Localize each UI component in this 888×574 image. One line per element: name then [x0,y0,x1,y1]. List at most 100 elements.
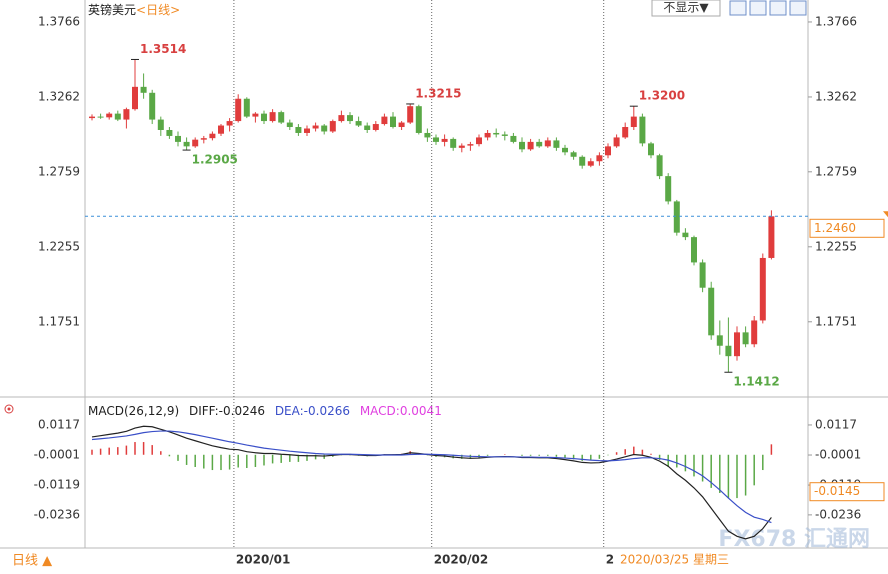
candle-body [347,115,353,122]
display-button[interactable] [651,0,721,17]
candle-body [716,335,723,346]
candle-body [218,125,224,134]
candle-body [415,106,422,133]
candle-body [243,98,250,117]
display-button-label[interactable]: 不显示▼ [663,1,709,15]
candle-body [587,161,594,166]
macd-tick-label: -0.0001 [34,448,80,462]
candle-body [639,116,646,144]
cursor-date: 2020/03/25 星期三 [620,553,729,567]
candle-body [519,141,525,150]
candle-body [579,156,586,166]
candle-body [364,125,371,130]
macd-tick-label: 0.0117 [815,417,857,431]
candle-body [89,116,95,119]
candle-body [484,132,491,138]
candle-body [725,345,732,357]
symbol: 英镑美元 [88,2,136,17]
period[interactable]: <日线> [136,3,180,17]
extreme-label: 1.3514 [140,42,186,56]
candle-body [183,141,190,147]
candle-body [312,125,319,129]
extreme-label: 1.1412 [733,375,779,389]
candle-body [226,121,233,126]
macd-legend-item: MACD(26,12,9) [88,404,179,418]
y-tick-label: 1.2255 [38,239,80,253]
candle-body [209,133,216,139]
macd-tick-label: 0.0117 [38,417,80,431]
y-tick-label: 1.2255 [815,239,857,253]
zoom-icon[interactable] [729,0,747,16]
candle-body [329,121,336,132]
candle-body [355,121,362,126]
candle-body [665,176,672,202]
macd-tick-label: -0.0236 [34,507,80,521]
macd-legend-item: MACD:0.0041 [360,404,442,418]
candle-body [553,140,560,148]
candle-body [691,237,697,263]
x-tick-label: 2020/01 [236,553,290,567]
tool-icon[interactable] [749,0,767,16]
candle-body [157,119,164,130]
candle-body [114,113,121,120]
macd-cursor-label: -0.0145 [814,484,860,498]
candle-body [200,138,207,140]
period-button[interactable]: 日线 ▲ [12,554,52,569]
tool-icon[interactable] [789,0,807,16]
candle-body [372,124,379,130]
macd-settings-icon[interactable] [4,404,14,414]
candle-body [742,332,749,345]
candle-body [252,113,259,117]
settings-icon-dot [7,407,11,411]
candle-body [605,146,611,156]
candle-body [562,147,568,153]
candle-body [407,106,414,123]
candle-body [261,113,267,122]
extreme-label: 1.2905 [192,153,238,167]
macd-cursor-box [809,482,885,502]
y-tick-label: 1.1751 [815,314,857,328]
candle-body [149,92,156,120]
candle-body [458,145,465,148]
candle-body [278,112,285,123]
candle-body [734,332,740,357]
y-tick-label: 1.1751 [38,314,80,328]
candle-body [106,113,113,118]
candle-body [450,138,457,148]
chart-title: 英镑美元<日线> [88,2,180,17]
candle-body [381,116,388,125]
candle-body [286,122,293,128]
tool-icon[interactable] [769,0,787,16]
candle-body [759,257,766,321]
candle-body [398,122,405,128]
settings-icon[interactable] [4,404,14,414]
candle-body [166,129,173,136]
extreme-label: 1.3200 [639,89,685,103]
candle-body [570,152,577,157]
candle-body [175,135,181,142]
candle-body [132,86,138,110]
candle-body [476,137,482,145]
candle-body [527,141,534,150]
last-price-label: 1.2460 [814,221,856,235]
macd-legend-item: DEA:-0.0266 [275,404,350,418]
y-tick-label: 1.3766 [815,14,857,28]
candle-body [304,128,310,133]
candle-body [192,139,199,147]
y-tick-label: 1.2759 [815,164,857,178]
macd-legend: MACD(26,12,9) DIFF:-0.0246 DEA:-0.0266 M… [88,404,442,418]
candle-body [630,116,637,128]
candle-body [656,155,663,177]
candle-body [424,132,431,138]
y-tick-label: 1.3262 [815,89,857,103]
last-price-arrow [883,211,888,218]
candle-body [235,98,242,122]
candle-body [536,141,543,147]
candle-body [295,127,302,133]
candle-body [596,155,603,162]
macd-tick-label: -0.0119 [34,478,80,492]
candle-body [510,135,517,142]
candle-body [433,137,439,142]
